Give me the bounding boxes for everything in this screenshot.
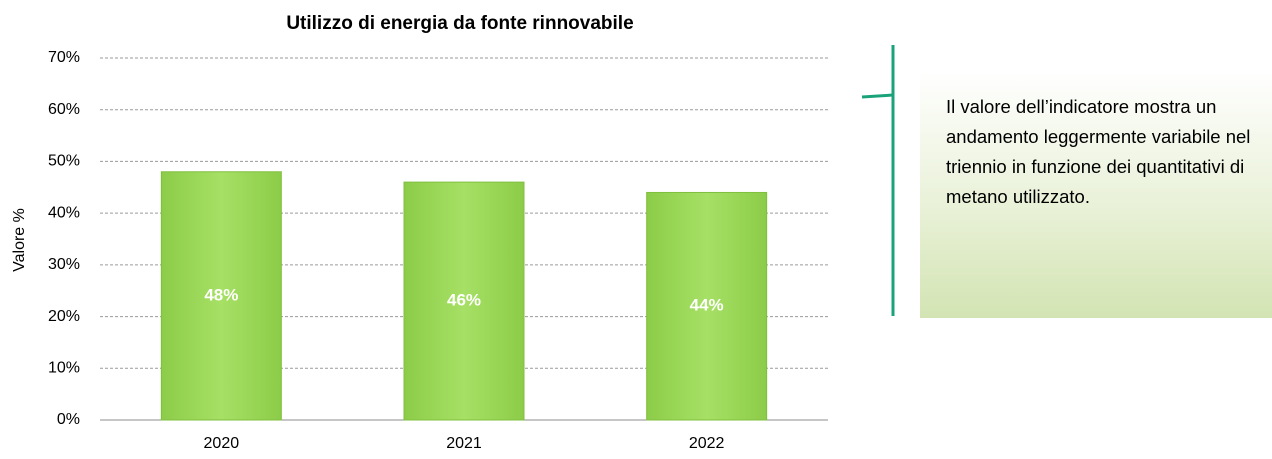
y-tick-label: 0% (57, 411, 80, 428)
note-tick (861, 93, 894, 99)
y-tick-label: 30% (48, 256, 80, 273)
annotation: Il valore dell’indicatore mostra un anda… (920, 70, 1272, 318)
bar (646, 191, 768, 421)
chart-title: Utilizzo di energia da fonte rinnovabile (286, 13, 633, 34)
data-label: 48% (204, 285, 238, 304)
y-tick-label: 40% (48, 204, 80, 221)
x-tick-label: 2020 (204, 435, 240, 452)
y-tick-label: 20% (48, 308, 80, 325)
x-tick-label: 2021 (446, 435, 482, 452)
y-tick-label: 50% (48, 153, 80, 170)
bar (403, 181, 525, 421)
y-tick-label: 70% (48, 49, 80, 66)
y-tick-label: 10% (48, 360, 80, 377)
data-label: 44% (690, 296, 724, 315)
bar (160, 171, 282, 421)
x-tick-label: 2022 (689, 435, 725, 452)
data-label: 46% (447, 291, 481, 310)
y-axis-label: Valore % (11, 208, 28, 272)
y-tick-label: 60% (48, 101, 80, 118)
